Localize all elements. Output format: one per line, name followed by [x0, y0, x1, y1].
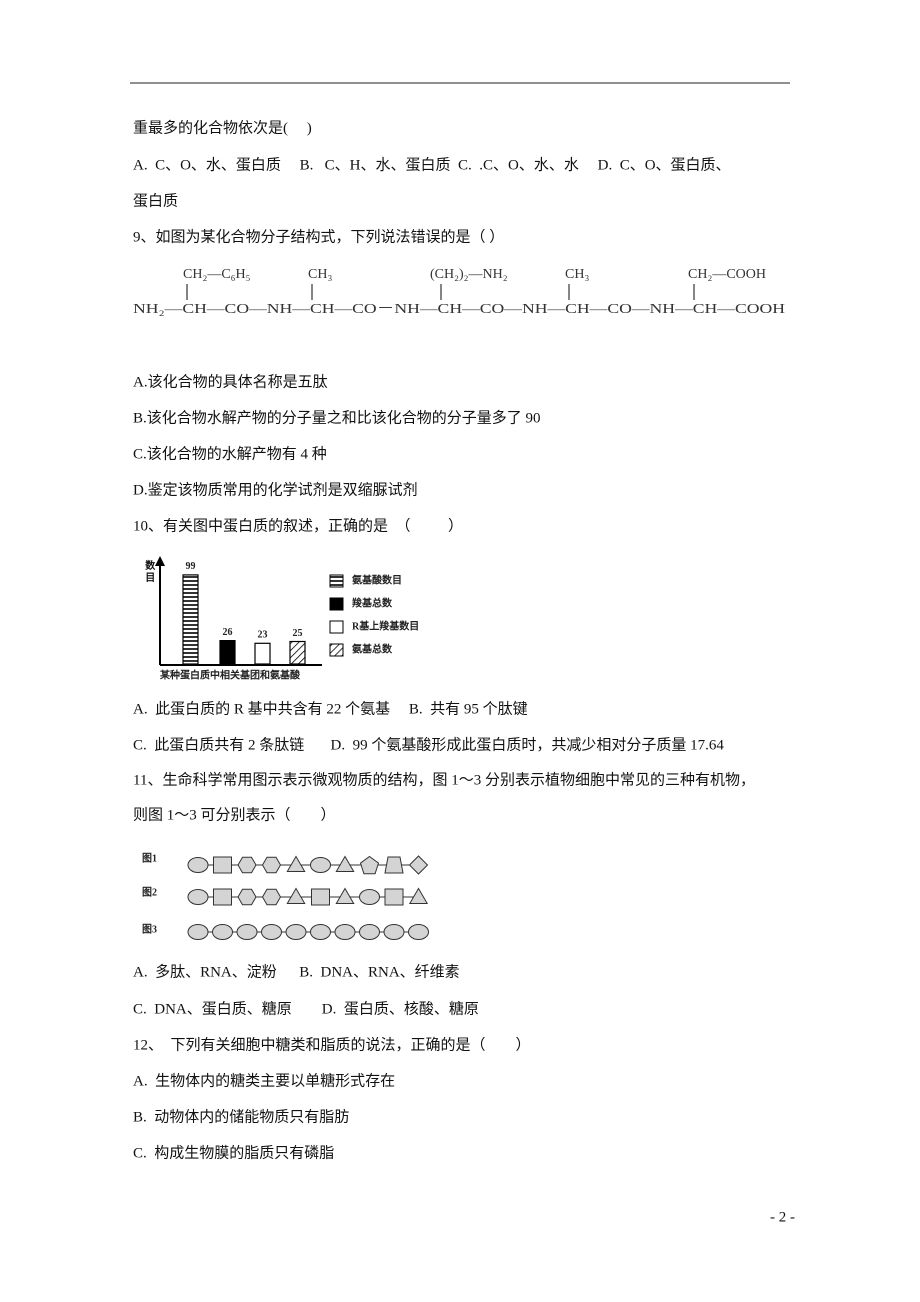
option-line: B. 动物体内的储能物质只有脂肪 — [133, 1108, 349, 1125]
axis-arrow — [155, 556, 165, 566]
monomer — [359, 924, 380, 940]
y-axis-label: 数目 — [143, 559, 155, 584]
monomer — [359, 889, 380, 905]
question-text: 重最多的化合物依次是( ) — [133, 119, 312, 136]
monomer — [261, 888, 282, 906]
bar-value-label: 23 — [258, 630, 268, 641]
legend-label: 氨基总数 — [352, 642, 393, 655]
option-line: A. 多肽、RNA、淀粉 B. DNA、RNA、纤维素 — [133, 963, 460, 980]
monomer — [213, 888, 232, 906]
monomer — [212, 924, 233, 940]
option-line: C. DNA、蛋白质、糖原 D. 蛋白质、核酸、糖原 — [133, 1000, 479, 1017]
side-chain: CH₃ — [308, 267, 332, 282]
legend-label: 羧基总数 — [352, 596, 393, 609]
monomer — [286, 887, 306, 904]
side-chain: CH₂—C₆H₅ — [183, 267, 251, 282]
legend-swatch — [329, 643, 344, 657]
monomer — [408, 924, 429, 940]
monomer — [408, 887, 429, 904]
monomer — [237, 856, 257, 874]
side-chain: (CH₂)₂—NH₂ — [430, 267, 508, 282]
monomer — [335, 855, 355, 872]
monomer — [261, 924, 282, 940]
monomer — [310, 924, 331, 940]
option-line: A. 生物体内的糖类主要以单糖形式存在 — [133, 1072, 395, 1089]
structural-formula: CH₂—C₆H₅ CH₃ (CH₂)₂—NH₂ CH₃ CH₂—COOH NH₂… — [133, 267, 785, 317]
legend-swatch — [329, 597, 344, 611]
monomer — [236, 924, 258, 940]
monomer — [335, 887, 355, 904]
monomer — [310, 857, 331, 873]
option-line: A. C、O、水、蛋白质 B. C、H、水、蛋白质 C. .C、O、水、水 D.… — [133, 156, 731, 173]
bar-value-label: 25 — [293, 628, 303, 639]
option-line: C. 构成生物膜的脂质只有磷脂 — [133, 1144, 334, 1161]
option-line: D.鉴定该物质常用的化学试剂是双缩脲试剂 — [133, 481, 418, 498]
question-text: 9、如图为某化合物分子结构式，下列说法错误的是（ ） — [133, 228, 504, 245]
bar — [182, 574, 199, 665]
option-line: 蛋白质 — [133, 192, 178, 209]
bar — [219, 639, 236, 665]
legend-label: R基上羧基数目 — [352, 619, 419, 632]
legend-swatch — [329, 620, 344, 634]
option-line: A. 此蛋白质的 R 基中共含有 22 个氨基 B. 共有 95 个肽键 — [133, 700, 528, 717]
question-text: 则图 1～3 可分别表示（ ） — [133, 806, 336, 823]
monomer — [187, 857, 209, 873]
monomer — [286, 855, 306, 872]
legend-label: 氨基酸数目 — [352, 573, 402, 586]
monomer — [359, 855, 380, 875]
option-line: C.该化合物的水解产物有 4 种 — [133, 445, 327, 462]
figure-label: 图2 — [142, 886, 157, 898]
side-chain: CH₃ — [565, 267, 589, 282]
monomer — [213, 856, 232, 874]
option-line: B.该化合物水解产物的分子量之和比该化合物的分子量多了 90 — [133, 409, 541, 426]
question-text: 12、 下列有关细胞中糖类和脂质的说法，正确的是（ ） — [133, 1036, 531, 1053]
monomer — [187, 924, 209, 940]
monomer — [384, 856, 404, 874]
x-axis-label: 某种蛋白质中相关基团和氨基酸 — [160, 668, 301, 681]
monomer — [408, 855, 429, 875]
figure-label: 图1 — [142, 852, 157, 864]
bar-value-label: 99 — [186, 561, 196, 572]
side-chain: CH₂—COOH — [688, 267, 766, 282]
option-line: A.该化合物的具体名称是五肽 — [133, 373, 328, 390]
question-text: 10、有关图中蛋白质的叙述，正确的是 （ ） — [133, 517, 463, 534]
bar-value-label: 26 — [223, 627, 233, 638]
monomer — [384, 888, 404, 906]
main-chain: NH₂—CH—CO—NH—CH—CO－NH—CH—CO—NH—CH—CO—NH—… — [133, 302, 785, 317]
question-text: 11、生命科学常用图示表示微观物质的结构，图 1～3 分别表示植物细胞中常见的三… — [133, 770, 755, 788]
figure-label: 图3 — [142, 923, 157, 935]
option-line: C. 此蛋白质共有 2 条肽链 D. 99 个氨基酸形成此蛋白质时，共减少相对分… — [133, 736, 724, 753]
monomer — [237, 888, 257, 906]
monomer — [187, 889, 209, 905]
monomer — [383, 924, 405, 940]
monomer — [261, 856, 282, 874]
page-number: - 2 - — [770, 1209, 795, 1225]
monomer — [311, 888, 330, 906]
monomer — [334, 924, 356, 940]
legend-swatch — [329, 574, 344, 588]
bar — [254, 642, 271, 665]
bar — [289, 640, 306, 665]
chain-figure: 图1 图2 图3 — [142, 852, 429, 940]
monomer — [285, 924, 307, 940]
